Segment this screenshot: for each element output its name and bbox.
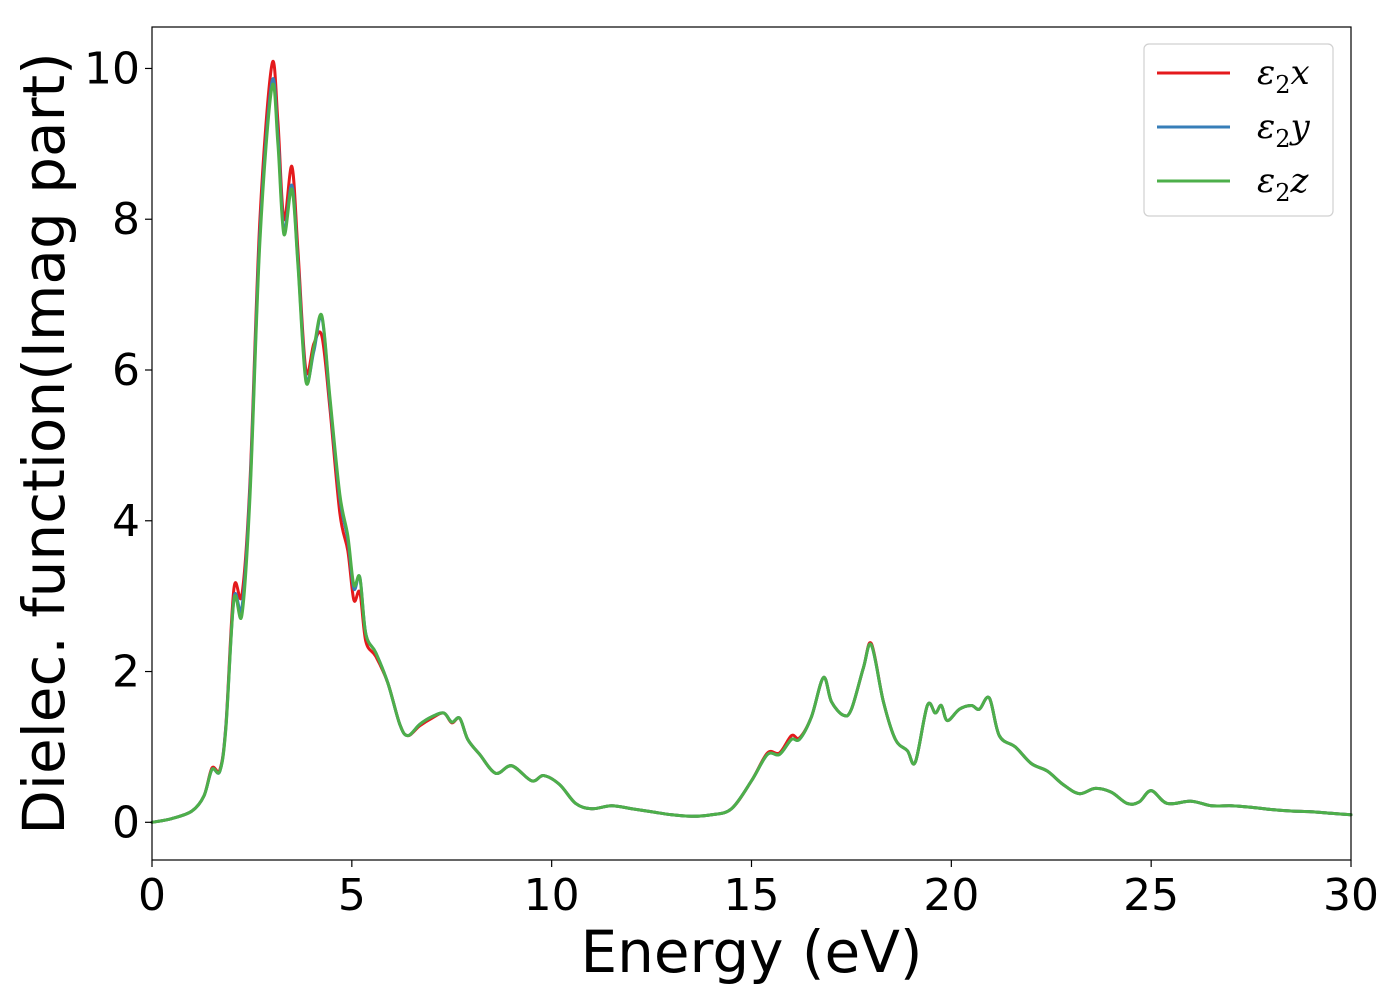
x-tick-label: 25 (1123, 870, 1179, 921)
y-tick-label: 10 (84, 43, 140, 94)
x-tick-label: 5 (338, 870, 366, 921)
y-axis-label: Dielec. function(Imag part) (10, 52, 78, 835)
x-axis-label: Energy (eV) (580, 918, 922, 986)
y-axis-ticks: 0 2 4 6 8 10 (84, 43, 152, 848)
y-tick-label: 6 (112, 345, 140, 396)
legend-label-eps2x: ε2x (1257, 53, 1310, 99)
y-tick-label: 2 (112, 647, 140, 698)
y-tick-label: 0 (112, 797, 140, 848)
legend-label-eps2z: ε2z (1257, 161, 1310, 207)
legend-label-eps2y: ε2y (1257, 107, 1311, 153)
x-tick-label: 30 (1323, 870, 1379, 921)
legend: ε2x ε2y ε2z (1143, 43, 1334, 217)
y-tick-label: 4 (112, 496, 140, 547)
series-line-eps2z (150, 82, 1353, 824)
x-axis-ticks: 0 5 10 15 20 25 30 (138, 860, 1379, 921)
x-tick-label: 20 (923, 870, 979, 921)
x-tick-label: 15 (724, 870, 780, 921)
legend-box (1143, 43, 1334, 217)
series-layer (150, 60, 1353, 824)
y-tick-label: 8 (112, 194, 140, 245)
x-tick-label: 10 (524, 870, 580, 921)
x-tick-label: 0 (138, 870, 166, 921)
